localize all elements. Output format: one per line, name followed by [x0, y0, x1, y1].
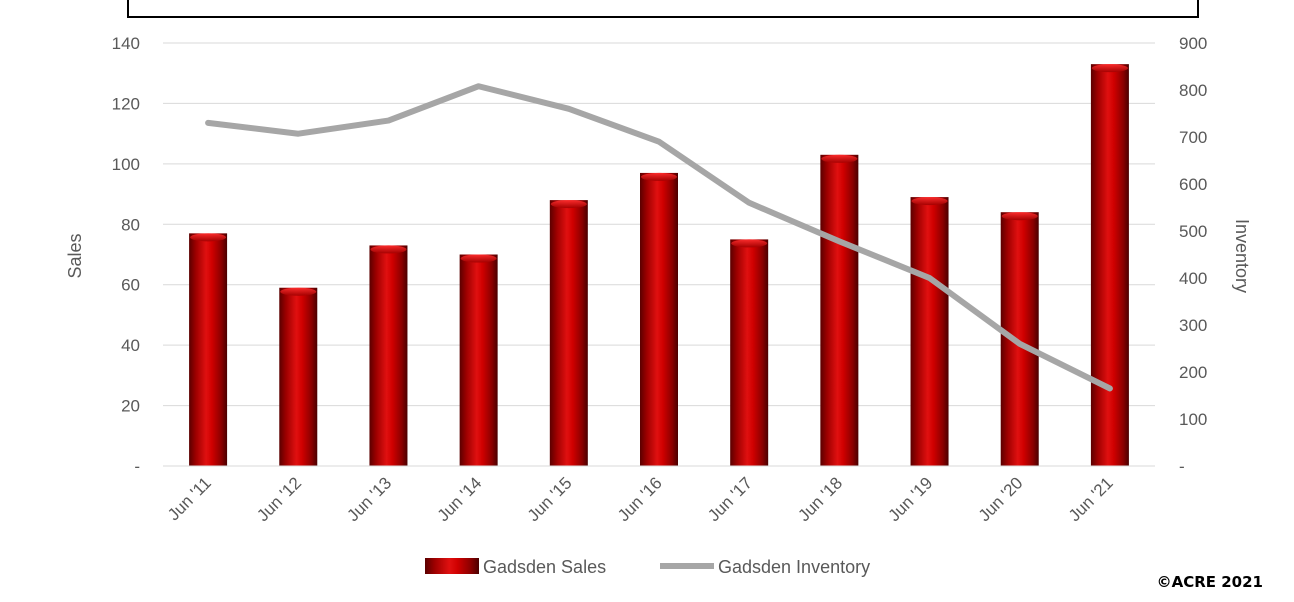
- sales-bar-cap: [280, 287, 317, 296]
- legend-label-inventory: Gadsden Inventory: [718, 557, 870, 577]
- sales-bar: [459, 254, 498, 466]
- y-tick-label: -: [134, 457, 140, 476]
- y2-tick-label: 400: [1179, 269, 1207, 288]
- y2-tick-label: 600: [1179, 175, 1207, 194]
- sales-bars: [189, 64, 1129, 467]
- y2-axis-title: Inventory: [1232, 219, 1252, 293]
- y-tick-label: 60: [121, 276, 140, 295]
- x-tick-label: Jun '19: [885, 473, 937, 525]
- sales-bar-cap: [1001, 212, 1038, 221]
- sales-bar: [279, 287, 318, 466]
- sales-bar-cap: [1091, 64, 1128, 73]
- sales-bar: [910, 197, 949, 467]
- sales-bar: [730, 239, 769, 466]
- sales-bar-cap: [911, 197, 948, 206]
- y-tick-label: 20: [121, 397, 140, 416]
- legend: Gadsden Sales Gadsden Inventory: [425, 557, 870, 577]
- inventory-line: [205, 83, 1113, 392]
- x-tick-label: Jun '11: [164, 473, 215, 524]
- sales-bar-cap: [731, 239, 768, 248]
- y-tick-label: 100: [112, 155, 140, 174]
- x-tick-label: Jun '18: [794, 473, 846, 525]
- chart-title-box: [127, 0, 1199, 18]
- y-axis-title: Sales: [65, 233, 85, 278]
- y-tick-label: 120: [112, 94, 140, 113]
- y2-tick-label: 500: [1179, 222, 1207, 241]
- sales-bar: [369, 245, 408, 466]
- y2-tick-label: -: [1179, 457, 1185, 476]
- sales-bar: [549, 200, 588, 466]
- y2-tick-label: 300: [1179, 316, 1207, 335]
- sales-bar-cap: [641, 172, 677, 181]
- x-tick-label: Jun '13: [343, 473, 395, 525]
- y2-tick-label: 700: [1179, 128, 1207, 147]
- sales-bar-cap: [460, 254, 497, 263]
- sales-bar: [640, 172, 678, 466]
- sales-bar: [1090, 64, 1129, 467]
- copyright-text: ©ACRE 2021: [1157, 573, 1263, 591]
- legend-swatch-sales: [425, 558, 479, 574]
- x-tick-label: Jun '20: [975, 473, 1027, 525]
- sales-bar-cap: [370, 245, 407, 254]
- x-tick-label: Jun '17: [704, 473, 756, 525]
- x-tick-label: Jun '14: [434, 473, 486, 525]
- y2-tick-label: 100: [1179, 410, 1207, 429]
- sales-bar-cap: [550, 200, 587, 209]
- x-tick-label: Jun '15: [524, 473, 576, 525]
- y-tick-label: 140: [112, 34, 140, 53]
- sales-bar-cap: [190, 233, 227, 242]
- x-tick-label: Jun '21: [1065, 473, 1117, 525]
- legend-label-sales: Gadsden Sales: [483, 557, 606, 577]
- sales-bar-cap: [821, 154, 858, 163]
- sales-bar: [1000, 212, 1039, 466]
- y2-tick-label: 900: [1179, 34, 1207, 53]
- y-tick-label: 80: [121, 215, 140, 234]
- y2-tick-label: 800: [1179, 81, 1207, 100]
- sales-bar: [189, 233, 228, 466]
- y2-tick-label: 200: [1179, 363, 1207, 382]
- y-tick-label: 40: [121, 336, 140, 355]
- x-tick-label: Jun '12: [253, 473, 305, 525]
- sales-bar: [820, 154, 859, 467]
- x-tick-label: Jun '16: [614, 473, 666, 525]
